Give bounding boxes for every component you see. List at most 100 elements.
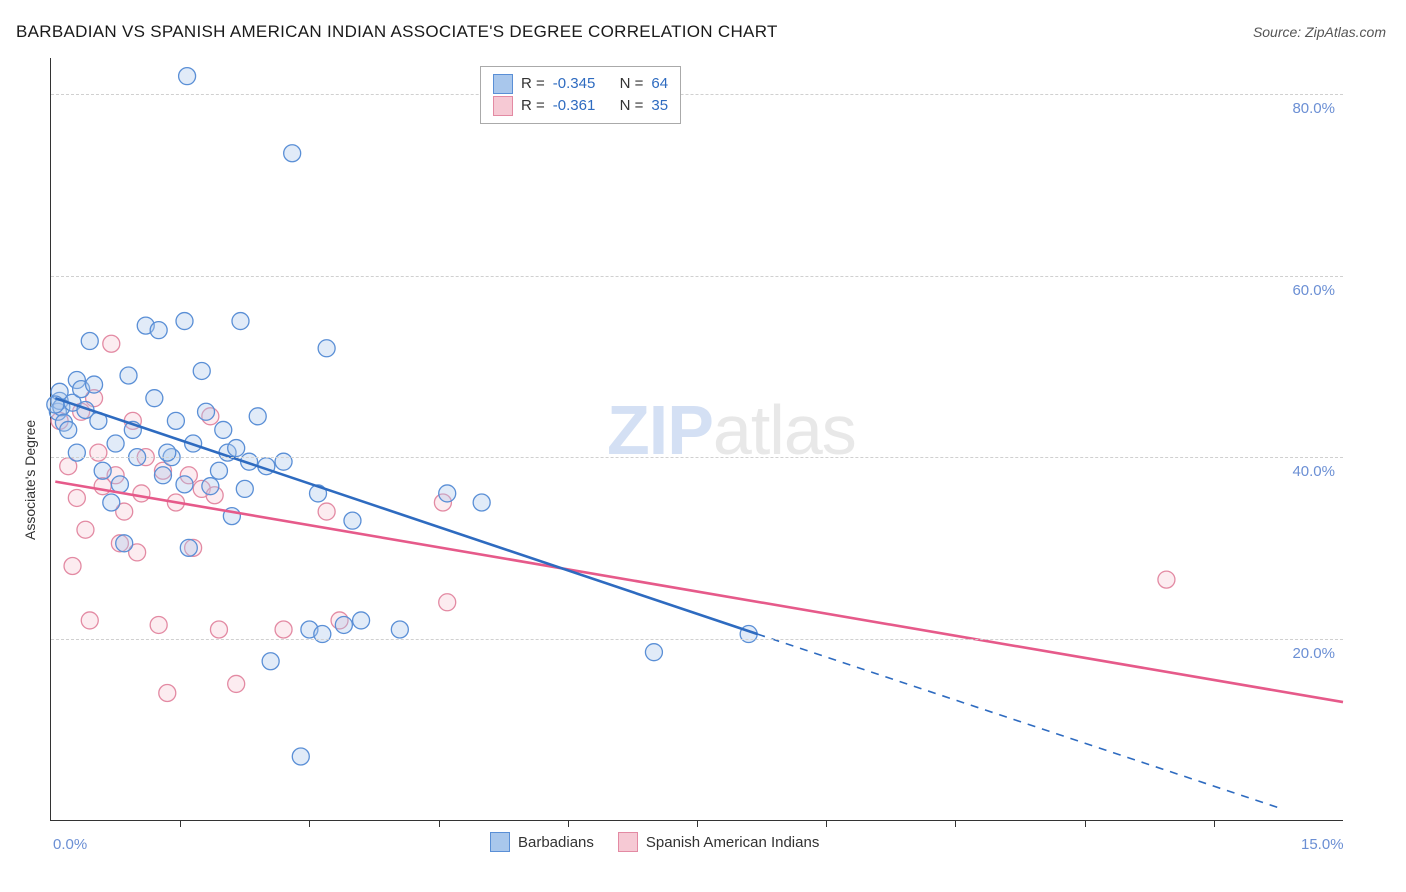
data-point — [154, 467, 171, 484]
x-tick — [1214, 820, 1215, 827]
legend-bottom-label-1: Spanish American Indians — [646, 834, 819, 851]
data-point — [193, 362, 210, 379]
data-point — [150, 322, 167, 339]
x-tick — [439, 820, 440, 827]
data-point — [111, 476, 128, 493]
legend-correlation: R = -0.345 N = 64 R = -0.361 N = 35 — [480, 66, 681, 124]
legend-n-label-1: N = — [620, 95, 644, 117]
data-point — [107, 435, 124, 452]
legend-r-val-1: -0.361 — [553, 95, 596, 117]
legend-series: Barbadians Spanish American Indians — [490, 832, 819, 852]
x-tick — [955, 820, 956, 827]
data-point — [116, 535, 133, 552]
data-point — [210, 462, 227, 479]
data-point — [284, 145, 301, 162]
trend-line — [55, 398, 757, 634]
data-point — [228, 440, 245, 457]
data-point — [159, 444, 176, 461]
data-point — [318, 340, 335, 357]
data-point — [180, 539, 197, 556]
data-point — [391, 621, 408, 638]
data-point — [81, 333, 98, 350]
x-tick — [568, 820, 569, 827]
x-tick — [826, 820, 827, 827]
data-point — [645, 644, 662, 661]
data-point — [81, 612, 98, 629]
data-point — [86, 376, 103, 393]
data-point — [60, 421, 77, 438]
legend-r-val-0: -0.345 — [553, 73, 596, 95]
x-tick — [1085, 820, 1086, 827]
data-point — [90, 444, 107, 461]
legend-item-0: Barbadians — [490, 832, 594, 852]
y-tick-label: 20.0% — [1292, 645, 1335, 662]
legend-item-1: Spanish American Indians — [618, 832, 819, 852]
data-point — [210, 621, 227, 638]
data-point — [179, 68, 196, 85]
legend-bottom-swatch-1 — [618, 832, 638, 852]
legend-bottom-label-0: Barbadians — [518, 834, 594, 851]
data-point — [198, 403, 215, 420]
data-point — [176, 476, 193, 493]
data-point — [232, 313, 249, 330]
data-point — [1158, 571, 1175, 588]
legend-r-label-1: R = — [521, 95, 545, 117]
plot-area: ZIPatlas 20.0%40.0%60.0%80.0%0.0%15.0% — [50, 58, 1343, 821]
gridline — [51, 639, 1343, 640]
data-point — [103, 494, 120, 511]
data-point — [335, 616, 352, 633]
data-point — [439, 485, 456, 502]
data-point — [215, 421, 232, 438]
data-point — [344, 512, 361, 529]
gridline — [51, 94, 1343, 95]
legend-swatch-0 — [493, 74, 513, 94]
x-tick — [697, 820, 698, 827]
data-point — [228, 675, 245, 692]
legend-row-1: R = -0.361 N = 35 — [493, 95, 668, 117]
data-point — [68, 489, 85, 506]
legend-bottom-swatch-0 — [490, 832, 510, 852]
data-point — [314, 626, 331, 643]
data-point — [146, 390, 163, 407]
data-point — [439, 594, 456, 611]
data-point — [262, 653, 279, 670]
data-point — [176, 313, 193, 330]
data-point — [94, 462, 111, 479]
data-point — [202, 478, 219, 495]
data-point — [236, 480, 253, 497]
data-point — [167, 412, 184, 429]
y-tick-label: 80.0% — [1292, 100, 1335, 117]
gridline — [51, 276, 1343, 277]
data-point — [353, 612, 370, 629]
data-point — [292, 748, 309, 765]
legend-swatch-1 — [493, 96, 513, 116]
legend-n-val-1: 35 — [651, 95, 668, 117]
trend-line — [55, 482, 1343, 702]
data-point — [473, 494, 490, 511]
data-point — [318, 503, 335, 520]
legend-r-label-0: R = — [521, 73, 545, 95]
x-tick — [309, 820, 310, 827]
data-point — [275, 621, 292, 638]
data-point — [249, 408, 266, 425]
x-tick — [180, 820, 181, 827]
data-point — [68, 444, 85, 461]
chart-svg — [51, 58, 1343, 820]
source-label: Source: ZipAtlas.com — [1253, 24, 1386, 40]
legend-n-val-0: 64 — [651, 73, 668, 95]
data-point — [150, 616, 167, 633]
data-point — [133, 485, 150, 502]
x-tick-label: 0.0% — [53, 836, 87, 853]
x-tick-label: 15.0% — [1301, 836, 1344, 853]
y-tick-label: 40.0% — [1292, 463, 1335, 480]
y-axis-title: Associate's Degree — [22, 420, 38, 540]
data-point — [275, 453, 292, 470]
trend-line-extrapolated — [757, 634, 1282, 809]
data-point — [77, 521, 94, 538]
legend-n-label-0: N = — [620, 73, 644, 95]
gridline — [51, 457, 1343, 458]
data-point — [120, 367, 137, 384]
chart-title: BARBADIAN VS SPANISH AMERICAN INDIAN ASS… — [16, 22, 778, 42]
y-tick-label: 60.0% — [1292, 282, 1335, 299]
data-point — [64, 558, 81, 575]
